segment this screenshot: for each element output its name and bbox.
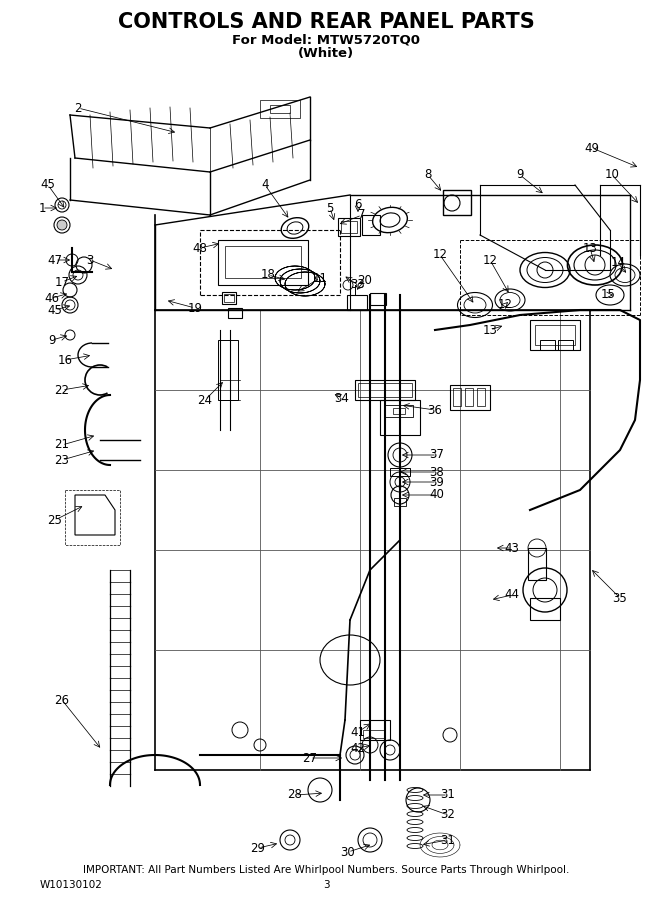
Bar (358, 383, 412, 397)
Bar (477, 388, 485, 406)
Text: 49: 49 (584, 141, 599, 155)
Bar (65, 490, 120, 545)
Text: W10130102: W10130102 (40, 880, 103, 890)
Text: For Model: MTW5720TQ0: For Model: MTW5720TQ0 (232, 33, 420, 47)
Bar (225, 246, 301, 278)
Text: 46: 46 (44, 292, 59, 304)
Text: 19: 19 (188, 302, 203, 314)
Bar (260, 100, 300, 118)
Text: (White): (White) (298, 47, 354, 59)
Text: 12: 12 (432, 248, 447, 262)
Bar (218, 240, 308, 285)
Bar (540, 340, 555, 350)
Text: 25: 25 (48, 514, 63, 526)
Text: 16: 16 (57, 354, 72, 366)
Text: IMPORTANT: All Part Numbers Listed Are Whirlpool Numbers. Source Parts Through W: IMPORTANT: All Part Numbers Listed Are W… (83, 865, 569, 875)
Text: 12: 12 (497, 299, 512, 311)
Bar (363, 730, 385, 738)
Text: 3: 3 (86, 254, 94, 266)
Text: 44: 44 (505, 589, 520, 601)
Text: 3: 3 (323, 880, 329, 890)
Bar (530, 598, 560, 620)
Text: 27: 27 (303, 752, 318, 764)
Bar (394, 498, 406, 506)
Bar (362, 215, 380, 235)
Text: 22: 22 (55, 383, 70, 397)
Bar (270, 105, 290, 113)
Text: 30: 30 (340, 845, 355, 859)
Bar (380, 400, 420, 435)
Text: 29: 29 (250, 842, 265, 854)
Text: 40: 40 (430, 489, 445, 501)
Text: 34: 34 (334, 392, 349, 404)
Text: 14: 14 (610, 256, 625, 269)
Text: 33: 33 (351, 278, 365, 292)
Text: 31: 31 (441, 788, 456, 802)
Text: 23: 23 (55, 454, 69, 466)
Text: 10: 10 (604, 168, 619, 182)
Bar (535, 325, 575, 345)
Bar (224, 294, 234, 302)
Text: 9: 9 (48, 334, 56, 346)
Text: 45: 45 (40, 178, 55, 192)
Text: 48: 48 (192, 241, 207, 255)
Text: 47: 47 (48, 254, 63, 266)
Text: 20: 20 (357, 274, 372, 286)
Text: 24: 24 (198, 393, 213, 407)
Text: 38: 38 (430, 465, 445, 479)
Text: 13: 13 (482, 323, 497, 337)
Text: 7: 7 (358, 209, 366, 221)
Bar (218, 340, 238, 400)
Text: 32: 32 (441, 808, 456, 822)
Bar (393, 408, 405, 414)
Bar (355, 380, 415, 400)
Text: 43: 43 (505, 542, 520, 554)
Bar (338, 218, 360, 236)
Text: 36: 36 (428, 403, 443, 417)
Text: 13: 13 (583, 241, 597, 255)
Text: 1: 1 (38, 202, 46, 214)
Bar (347, 295, 367, 310)
Text: 31: 31 (441, 833, 456, 847)
Text: 37: 37 (430, 448, 445, 462)
Text: 42: 42 (351, 742, 366, 754)
Bar (390, 468, 410, 476)
Bar (558, 340, 573, 350)
Text: 41: 41 (351, 725, 366, 739)
Text: 39: 39 (430, 475, 445, 489)
Bar (465, 388, 473, 406)
Text: 5: 5 (326, 202, 334, 214)
Text: 8: 8 (424, 168, 432, 182)
Circle shape (57, 220, 67, 230)
Text: 28: 28 (288, 788, 303, 802)
Bar (528, 548, 546, 580)
Bar (222, 292, 236, 304)
Text: 26: 26 (55, 694, 70, 706)
Bar (450, 385, 490, 410)
Text: 17: 17 (55, 275, 70, 289)
Text: 35: 35 (613, 591, 627, 605)
Bar (341, 221, 357, 233)
Text: 45: 45 (48, 303, 63, 317)
Bar (385, 405, 413, 417)
Bar (453, 388, 461, 406)
Bar (228, 308, 242, 318)
Bar (443, 190, 471, 215)
Text: 6: 6 (354, 199, 362, 212)
Bar (530, 320, 580, 350)
Bar (370, 293, 386, 305)
Text: 4: 4 (261, 178, 269, 192)
Text: CONTROLS AND REAR PANEL PARTS: CONTROLS AND REAR PANEL PARTS (117, 12, 535, 32)
Text: 18: 18 (261, 268, 275, 282)
Text: 11: 11 (312, 272, 327, 284)
Bar (360, 720, 390, 740)
Text: 21: 21 (55, 438, 70, 452)
Text: 9: 9 (516, 168, 524, 182)
Text: 2: 2 (74, 102, 82, 114)
Text: 15: 15 (600, 289, 615, 302)
Text: 12: 12 (482, 254, 497, 266)
